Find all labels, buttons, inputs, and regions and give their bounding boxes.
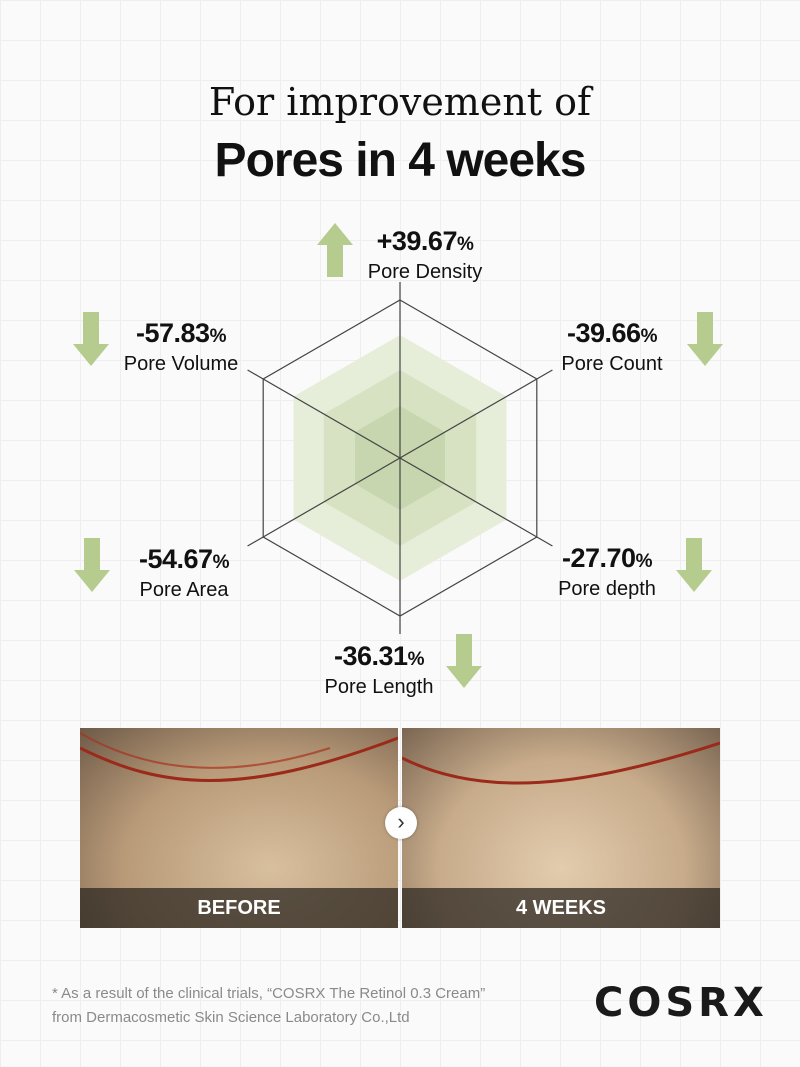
metric-pore-area: -54.67% Pore Area [84,544,284,602]
metric-label: Pore Length [324,676,434,698]
metric-unit: % [212,552,230,573]
skin-texture [80,732,398,782]
radar-axis [247,369,553,547]
metric-label: Pore Area [139,579,229,601]
headline-line2: Pores in 4 weeks [214,134,587,187]
metric-value: -27.70 [562,543,636,573]
before-label: BEFORE [80,888,398,928]
arrow-down-icon [687,312,723,366]
arrow-down-icon [446,634,482,688]
metric-value: -36.31 [334,641,408,671]
metric-unit: % [635,551,653,572]
metric-pore-length: -36.31% Pore Length [279,641,479,699]
metric-pore-density: +39.67% Pore Density [325,226,525,284]
footnote-line2: from Dermacosmetic Skin Science Laborato… [52,1009,410,1026]
metric-unit: % [209,326,227,347]
headline-line1: For improvement of [208,80,592,124]
arrow-down-icon [73,312,109,366]
arrow-down-icon [676,538,712,592]
arrow-up-icon [317,223,353,277]
radar-graphic [247,282,553,634]
metric-value: -54.67 [139,544,213,574]
after-label: 4 WEEKS [402,888,720,928]
brand-logo: COSRX [594,980,768,1026]
footnote: * As a result of the clinical trials, “C… [52,982,485,1030]
metric-pore-depth: -27.70% Pore depth [507,543,707,601]
footnote-line1: * As a result of the clinical trials, “C… [52,985,486,1002]
metric-label: Pore depth [558,578,656,600]
arrow-down-icon [74,538,110,592]
metric-unit: % [640,326,658,347]
metric-pore-count: -39.66% Pore Count [512,318,712,376]
skin-texture [402,741,720,785]
after-photo: 4 WEEKS [402,728,720,928]
metric-value: +39.67 [376,226,458,256]
metric-label: Pore Volume [123,353,239,375]
metric-label: Pore Density [367,261,483,283]
chevron-right-icon[interactable]: › [385,807,417,839]
metric-value: -57.83 [136,318,210,348]
metric-value: -39.66 [567,318,641,348]
metric-label: Pore Count [561,353,663,375]
metric-unit: % [456,234,474,255]
metric-unit: % [407,649,425,670]
metric-pore-volume: -57.83% Pore Volume [81,318,281,376]
before-photo: BEFORE [80,728,398,928]
